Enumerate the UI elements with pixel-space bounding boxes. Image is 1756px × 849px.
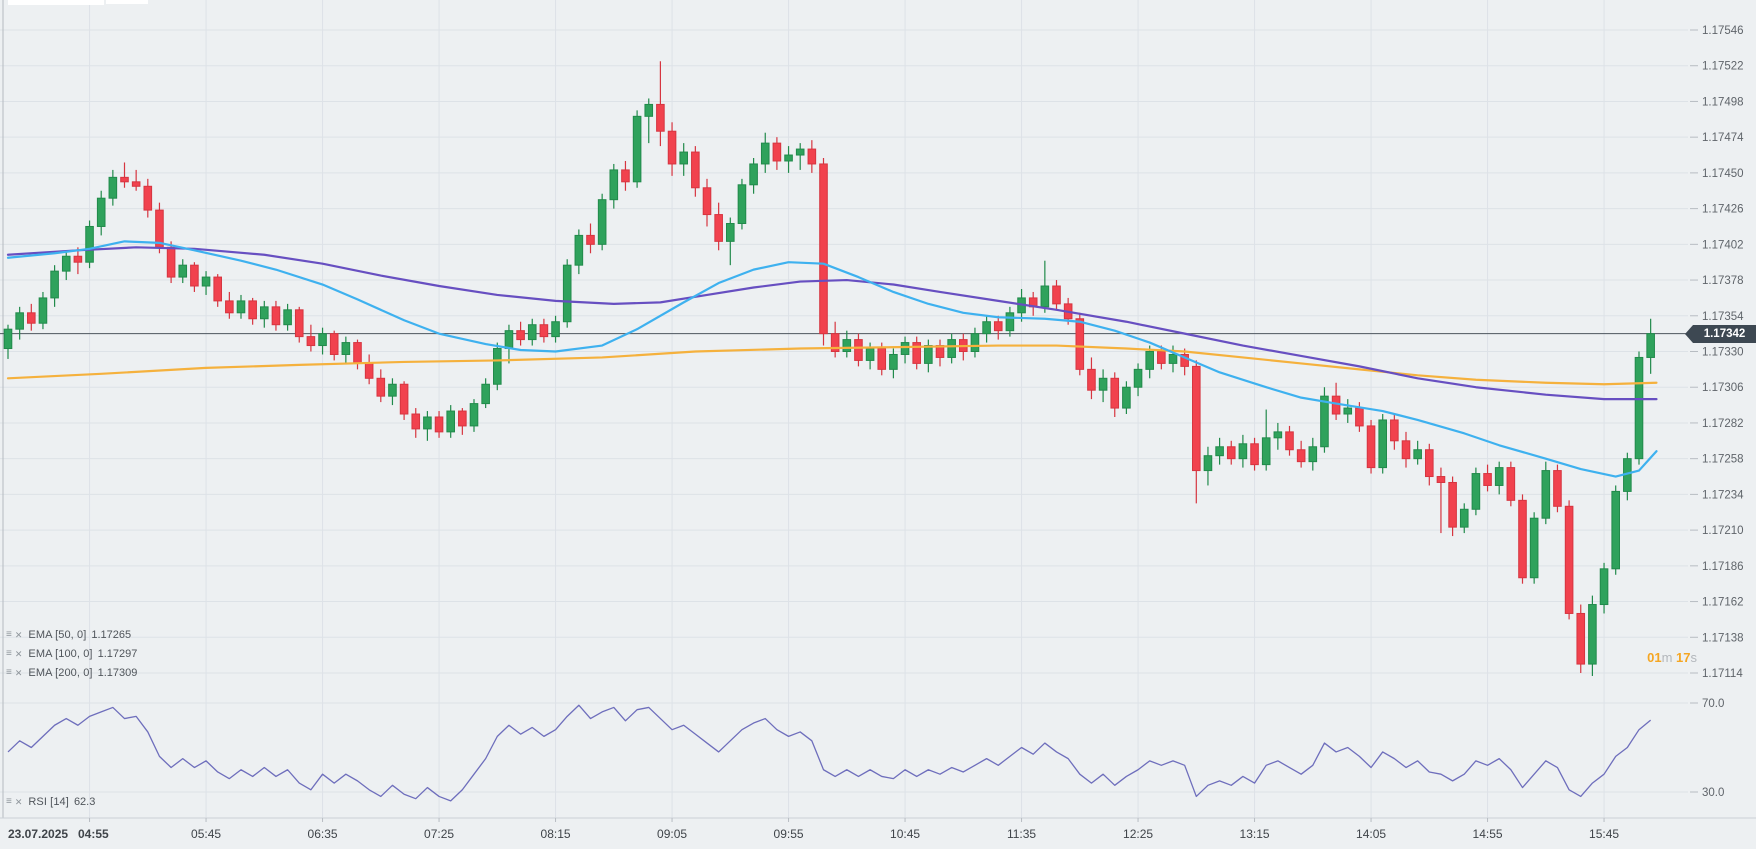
- svg-text:1.17402: 1.17402: [1702, 239, 1744, 251]
- svg-text:1.17378: 1.17378: [1702, 275, 1744, 287]
- rsi-legend-row: ≡ ✕ RSI [14] 62.3: [6, 794, 95, 810]
- svg-text:1.17450: 1.17450: [1702, 168, 1744, 180]
- svg-text:1.17306: 1.17306: [1702, 382, 1744, 394]
- indicator-settings-icon[interactable]: ≡: [6, 667, 12, 678]
- svg-text:14:05: 14:05: [1356, 827, 1386, 841]
- rsi-indicator-line: [7, 704, 1652, 802]
- svg-text:30.0: 30.0: [1702, 787, 1724, 799]
- svg-text:1.17522: 1.17522: [1702, 61, 1744, 73]
- indicator-remove-icon[interactable]: ✕: [14, 649, 23, 659]
- indicator-remove-icon[interactable]: ✕: [14, 797, 23, 807]
- rsi-legend: ≡ ✕ RSI [14] 62.3: [6, 794, 95, 810]
- grid: [0, 0, 1688, 818]
- svg-text:1.17114: 1.17114: [1702, 668, 1743, 680]
- svg-text:06:35: 06:35: [308, 827, 338, 841]
- rsi-label: RSI [14]: [28, 796, 69, 808]
- indicator-settings-icon[interactable]: ≡: [6, 796, 12, 807]
- svg-text:14:55: 14:55: [1473, 827, 1503, 841]
- svg-text:1.17258: 1.17258: [1702, 454, 1744, 466]
- ema200-legend-row: ≡ ✕ EMA [200, 0] 1.17309: [6, 665, 137, 681]
- svg-text:1.17330: 1.17330: [1702, 347, 1744, 359]
- ema100-legend-row: ≡ ✕ EMA [100, 0] 1.17297: [6, 646, 137, 662]
- svg-text:1.17474: 1.17474: [1702, 132, 1744, 144]
- ema50-legend-row: ≡ ✕ EMA [50, 0] 1.17265: [6, 627, 137, 643]
- svg-text:10:45: 10:45: [890, 827, 920, 841]
- rsi-value: 62.3: [73, 796, 96, 808]
- indicator-settings-icon[interactable]: ≡: [6, 648, 12, 659]
- countdown-seconds-unit: s: [1690, 650, 1698, 665]
- svg-text:1.17426: 1.17426: [1702, 204, 1744, 216]
- svg-text:1.17162: 1.17162: [1702, 597, 1744, 609]
- svg-text:23.07.2025: 23.07.2025: [8, 827, 68, 841]
- countdown-minutes: 01: [1647, 650, 1662, 665]
- countdown-seconds: 17: [1676, 650, 1691, 665]
- svg-text:1.17498: 1.17498: [1702, 96, 1744, 108]
- time-axis[interactable]: 23.07.2025 04:55 05:45 06:35 07:25 08:15 09:05…: [0, 817, 1756, 841]
- current-price-badge: 1.17342: [1685, 325, 1756, 343]
- svg-text:13:15: 13:15: [1240, 827, 1270, 841]
- svg-text:09:05: 09:05: [657, 827, 687, 841]
- svg-text:1.17138: 1.17138: [1702, 632, 1744, 644]
- ema50-value: 1.17265: [91, 629, 132, 641]
- price-badge-arrow: [1685, 325, 1693, 343]
- ema100-label: EMA [100, 0]: [28, 648, 93, 660]
- svg-text:1.17546: 1.17546: [1702, 25, 1744, 37]
- ema100-value: 1.17297: [97, 648, 138, 660]
- svg-text:07:25: 07:25: [424, 827, 454, 841]
- price-axis[interactable]: 1.17546 1.17522 1.17498 1.17474 1.17450 1.174…: [1690, 25, 1744, 799]
- toolbar-remnant: [106, 0, 148, 4]
- candlesticks: [3, 61, 1655, 676]
- svg-text:04:55: 04:55: [78, 827, 109, 841]
- indicator-settings-icon[interactable]: ≡: [6, 629, 12, 640]
- ema-lines: [6, 240, 1658, 478]
- svg-text:1.17282: 1.17282: [1702, 418, 1744, 430]
- svg-text:12:25: 12:25: [1123, 827, 1153, 841]
- toolbar-remnant: [8, 0, 104, 5]
- indicator-remove-icon[interactable]: ✕: [14, 668, 23, 678]
- svg-text:70.0: 70.0: [1702, 698, 1724, 710]
- svg-text:09:55: 09:55: [774, 827, 804, 841]
- current-price-value: 1.17342: [1703, 328, 1746, 340]
- svg-text:15:45: 15:45: [1589, 827, 1619, 841]
- ema200-label: EMA [200, 0]: [28, 667, 93, 679]
- svg-text:08:15: 08:15: [541, 827, 571, 841]
- candle-countdown: 01m 17s: [1647, 650, 1697, 665]
- svg-text:1.17210: 1.17210: [1702, 525, 1744, 537]
- svg-text:1.17354: 1.17354: [1702, 311, 1744, 323]
- svg-text:1.17234: 1.17234: [1702, 489, 1744, 501]
- ema50-label: EMA [50, 0]: [28, 629, 87, 641]
- ema-legend: ≡ ✕ EMA [50, 0] 1.17265 ≡ ✕ EMA [100, 0]…: [6, 627, 137, 681]
- indicator-remove-icon[interactable]: ✕: [14, 630, 23, 640]
- svg-text:11:35: 11:35: [1007, 827, 1036, 841]
- countdown-minutes-unit: m: [1661, 650, 1673, 665]
- svg-text:05:45: 05:45: [191, 827, 221, 841]
- svg-text:1.17186: 1.17186: [1702, 561, 1744, 573]
- ema200-value: 1.17309: [97, 667, 138, 679]
